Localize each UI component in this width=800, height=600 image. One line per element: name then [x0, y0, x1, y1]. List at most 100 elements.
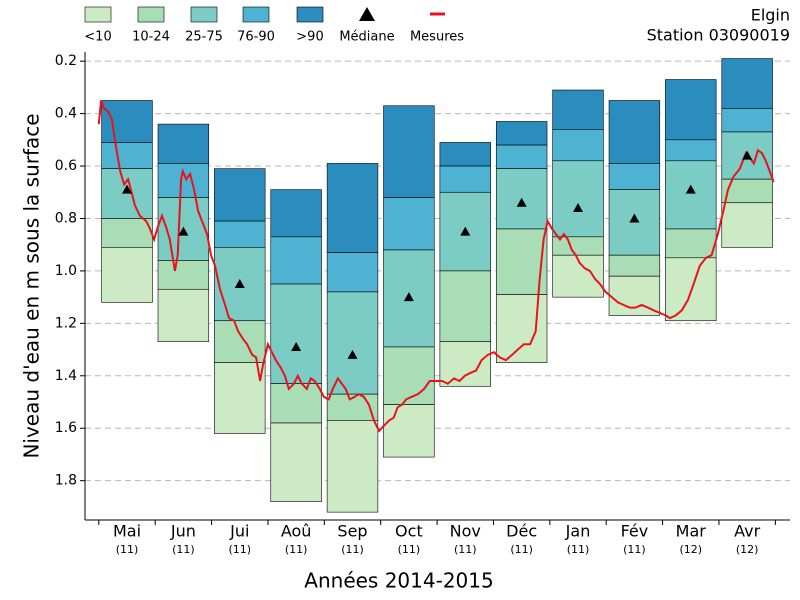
- x-tick-label: Aoû: [281, 522, 312, 541]
- percentile-band: [214, 220, 266, 248]
- median-marker: [178, 226, 189, 236]
- count-label: (11): [510, 543, 533, 556]
- count-label: (12): [679, 543, 702, 556]
- percentile-band: [270, 189, 322, 238]
- percentile-band: [721, 58, 773, 109]
- percentile-band: [721, 108, 773, 133]
- percentile-band: [326, 420, 379, 513]
- percentile-band: [214, 168, 266, 222]
- percentile-band: [383, 197, 435, 251]
- percentile-band: [552, 129, 604, 162]
- median-marker: [460, 226, 471, 236]
- x-tick-label: Fév: [621, 522, 649, 541]
- y-tick-label: 0.8: [55, 210, 77, 226]
- percentile-band: [495, 121, 548, 146]
- count-label: (11): [228, 543, 251, 556]
- legend-swatch: [190, 6, 218, 23]
- legend-swatch: [296, 6, 324, 23]
- percentile-band: [608, 254, 661, 277]
- percentile-band: [608, 100, 661, 164]
- median-marker: [516, 197, 527, 207]
- percentile-band: [665, 139, 717, 162]
- percentile-band: [101, 142, 153, 169]
- legend-label: Mesures: [410, 30, 464, 45]
- percentile-band: [101, 218, 153, 248]
- percentile-band: [552, 254, 604, 298]
- percentile-band: [552, 160, 604, 238]
- x-tick-label: Avr: [734, 522, 760, 541]
- legend-swatch: [242, 6, 270, 23]
- count-label: (11): [285, 543, 308, 556]
- percentile-band: [270, 383, 322, 424]
- count-label: (11): [341, 543, 364, 556]
- x-axis-label: Années 2014-2015: [304, 569, 493, 593]
- y-tick-label: 1.6: [55, 420, 77, 436]
- y-axis-label: Niveau d'eau en m sous la surface: [20, 113, 44, 458]
- percentile-band: [665, 160, 717, 230]
- percentile-band: [157, 163, 210, 198]
- percentile-band: [157, 123, 210, 164]
- percentile-band: [383, 105, 435, 198]
- measures-line: [97, 100, 775, 433]
- percentile-band: [101, 100, 153, 143]
- percentile-band: [214, 320, 266, 363]
- legend-median-marker: [359, 7, 375, 21]
- percentile-band: [721, 202, 773, 248]
- percentile-band: [439, 270, 491, 343]
- count-label: (11): [116, 543, 139, 556]
- percentile-band: [157, 288, 210, 343]
- legend-label: >90: [296, 30, 323, 45]
- percentile-band: [270, 422, 322, 502]
- median-marker: [403, 292, 414, 302]
- median-marker: [122, 184, 133, 194]
- x-tick-label: Jun: [170, 522, 196, 541]
- legend-swatch: [137, 6, 165, 23]
- y-tick-label: 0.6: [55, 158, 77, 174]
- count-label: (11): [172, 543, 195, 556]
- percentile-band: [495, 294, 548, 363]
- count-label: (11): [454, 543, 477, 556]
- y-tick-label: 0.2: [55, 53, 77, 69]
- percentile-band: [326, 252, 379, 293]
- legend-label: <10: [84, 30, 111, 45]
- percentile-band: [439, 165, 491, 193]
- x-tick-label: Nov: [450, 522, 481, 541]
- median-marker: [347, 349, 358, 359]
- percentile-band: [270, 236, 322, 285]
- percentile-band: [326, 163, 379, 253]
- count-label: (11): [398, 543, 421, 556]
- x-tick-label: Oct: [395, 522, 423, 541]
- count-label: (11): [623, 543, 646, 556]
- legend-label: 25-75: [185, 30, 223, 45]
- percentile-band: [439, 142, 491, 167]
- percentile-band: [439, 341, 491, 387]
- x-tick-label: Déc: [506, 522, 537, 541]
- median-marker: [573, 203, 584, 212]
- percentile-band: [214, 362, 266, 434]
- percentile-band: [721, 178, 773, 204]
- legend-label: 10-24: [132, 30, 170, 45]
- count-label: (12): [736, 543, 759, 556]
- y-tick-label: 1.8: [55, 473, 77, 489]
- median-marker: [629, 213, 640, 223]
- x-tick-label: Jui: [229, 522, 249, 541]
- percentile-band: [214, 247, 266, 322]
- y-tick-label: 1.2: [55, 315, 77, 331]
- median-marker: [742, 150, 753, 160]
- percentile-band: [270, 283, 322, 384]
- y-tick-label: 1.0: [55, 263, 77, 279]
- percentile-band: [157, 260, 210, 290]
- percentile-band: [665, 79, 717, 141]
- x-tick-label: Mar: [676, 522, 707, 541]
- percentile-band: [552, 89, 604, 130]
- median-marker: [234, 279, 245, 289]
- y-tick-label: 1.4: [55, 368, 77, 384]
- percentile-band: [495, 144, 548, 169]
- x-tick-label: Mai: [113, 522, 141, 541]
- chart-subtitle: Station 03090019: [647, 26, 790, 45]
- count-label: (11): [567, 543, 590, 556]
- median-marker: [685, 184, 696, 194]
- percentile-band: [608, 163, 661, 190]
